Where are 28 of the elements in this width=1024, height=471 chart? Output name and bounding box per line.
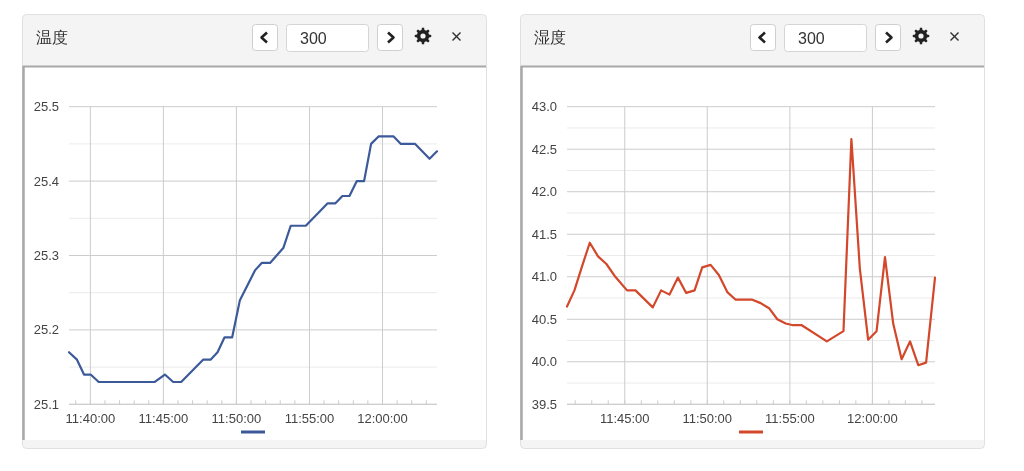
y-tick-label: 25.3 <box>33 248 59 263</box>
y-tick-label: 41.5 <box>531 226 557 242</box>
x-tick-label: 11:50:00 <box>682 410 733 426</box>
y-tick-label: 41.0 <box>531 269 557 285</box>
chart-title: 温度 <box>36 28 68 46</box>
y-tick-label: 25.5 <box>33 99 59 115</box>
line-series <box>565 137 937 367</box>
line-series <box>67 135 439 384</box>
x-tick-label: 11:55:00 <box>765 410 815 426</box>
x-tick-label: 11:40:00 <box>65 410 116 426</box>
y-tick-label: 25.1 <box>33 396 59 412</box>
y-tick-label: 25.4 <box>33 173 59 189</box>
x-tick-label: 12:00:00 <box>847 410 898 426</box>
x-tick-label: 11:55:00 <box>284 410 335 426</box>
y-tick-label: 42.5 <box>531 141 557 157</box>
y-tick-label: 40.5 <box>531 311 557 327</box>
y-tick-label: 42.0 <box>531 184 557 200</box>
y-tick-label: 43.0 <box>531 99 557 115</box>
x-tick-label: 11:45:00 <box>138 410 189 426</box>
x-tick-label: 12:00:00 <box>357 410 408 426</box>
x-tick-label: 11:45:00 <box>599 410 650 426</box>
y-tick-label: 25.2 <box>33 322 59 338</box>
x-tick-label: 11:50:00 <box>211 410 262 426</box>
number-field: 300 <box>784 24 867 52</box>
number-field: 300 <box>286 24 369 52</box>
chart-title: 湿度 <box>534 28 566 46</box>
y-tick-label: 40.0 <box>531 354 557 370</box>
y-tick-label: 39.5 <box>531 396 557 412</box>
